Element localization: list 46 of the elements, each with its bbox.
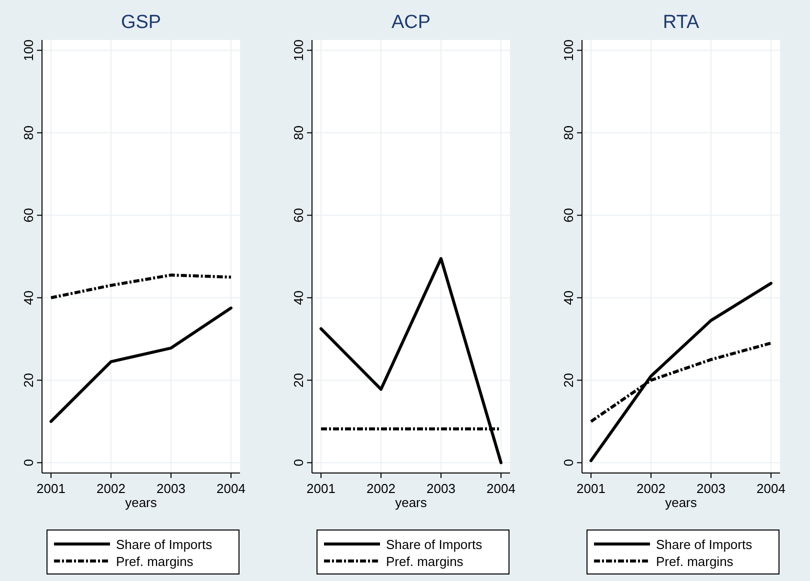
y-tick-label: 20 — [21, 372, 36, 388]
x-tick-label: 2001 — [576, 481, 606, 496]
chart-title: GSP — [120, 12, 162, 33]
y-tick-label: 40 — [21, 290, 36, 305]
legend-label: Share of Imports — [386, 537, 483, 552]
y-tick-label: 0 — [291, 459, 306, 466]
legend-label: Pref. margins — [386, 554, 464, 569]
line-series — [590, 282, 772, 462]
y-tick-label: 100 — [291, 39, 306, 62]
x-tick-label: 2003 — [696, 481, 726, 496]
x-axis-title: years — [125, 495, 158, 510]
y-tick-label: 20 — [291, 372, 306, 388]
y-tick-label: 80 — [291, 126, 306, 140]
legend-label: Share of Imports — [116, 537, 213, 552]
y-tick-label: 20 — [561, 372, 576, 388]
x-tick-label: 2002 — [96, 481, 126, 496]
x-tick-label: 2002 — [366, 481, 396, 496]
legend-label: Share of Imports — [656, 537, 753, 552]
y-tick-label: 0 — [21, 459, 36, 466]
y-tick-label: 60 — [291, 208, 306, 222]
x-tick-label: 2002 — [636, 481, 666, 496]
x-tick-label: 2001 — [306, 481, 336, 496]
y-tick-label: 80 — [21, 126, 36, 140]
y-tick-label: 0 — [561, 459, 576, 466]
y-tick-label: 80 — [561, 126, 576, 140]
line-series — [50, 306, 232, 423]
legend-label: Pref. margins — [656, 554, 734, 569]
x-axis-title: years — [665, 495, 698, 510]
chart-title: ACP — [391, 12, 431, 33]
y-tick-label: 100 — [561, 39, 576, 62]
y-tick-label: 40 — [561, 290, 576, 305]
x-axis-title: years — [395, 495, 428, 510]
legend-label: Pref. margins — [116, 554, 194, 569]
y-tick-label: 60 — [21, 208, 36, 222]
x-tick-label: 2004 — [216, 481, 246, 496]
y-tick-label: 40 — [291, 290, 306, 305]
x-tick-label: 2004 — [756, 481, 786, 496]
x-tick-label: 2003 — [156, 481, 186, 496]
line-series — [50, 274, 232, 300]
x-tick-label: 2001 — [36, 481, 66, 496]
x-tick-label: 2004 — [486, 481, 516, 496]
x-tick-label: 2003 — [426, 481, 456, 496]
y-tick-label: 60 — [561, 208, 576, 222]
line-series — [320, 257, 502, 464]
chart-title: RTA — [662, 12, 700, 33]
y-tick-label: 100 — [21, 39, 36, 62]
